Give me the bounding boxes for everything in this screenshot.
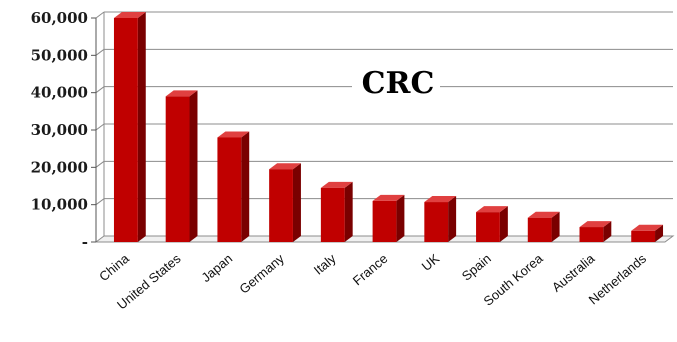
y-tick-label: 50,000	[31, 46, 88, 64]
bar	[165, 90, 198, 243]
bar-front	[113, 18, 138, 242]
chart-title: CRC	[362, 66, 435, 101]
y-tick-label: 60,000	[31, 9, 88, 27]
gridline-depth	[95, 123, 105, 131]
bar	[217, 131, 250, 242]
bar-front	[372, 200, 397, 242]
bar-front	[476, 212, 500, 242]
gridline-depth	[95, 11, 105, 19]
bar-side	[189, 90, 198, 243]
bar-top	[579, 221, 612, 228]
bar-top	[269, 163, 301, 170]
y-axis-ticks: - 10,000 20,000 30,000 40,000 50,000 60,000	[31, 9, 96, 251]
bar	[476, 206, 508, 242]
x-tick-label: Netherlands	[586, 250, 650, 307]
bar-top	[113, 12, 146, 18]
chart-title-group: CRC	[352, 62, 440, 102]
bar-top	[424, 196, 457, 203]
gridlines	[95, 11, 673, 206]
bar-side	[655, 224, 664, 242]
bar-side	[448, 196, 457, 242]
bar	[113, 12, 146, 242]
x-tick-label: China	[96, 250, 132, 284]
bar	[631, 224, 664, 242]
x-tick-label: France	[350, 251, 391, 289]
bar-front	[424, 202, 449, 242]
bar-top	[631, 224, 664, 231]
bar	[372, 194, 405, 242]
bar-top	[217, 131, 250, 138]
x-tick-label: Japan	[198, 251, 235, 285]
bar-side	[603, 221, 612, 242]
y-tick-label: 30,000	[31, 121, 88, 139]
gridline-depth	[95, 48, 105, 56]
gridline-depth	[95, 198, 105, 206]
x-tick-label: Germany	[236, 250, 287, 296]
bar	[579, 221, 612, 242]
y-tick-label: 20,000	[31, 158, 88, 176]
bar-side	[241, 131, 250, 242]
x-tick-label: Italy	[311, 250, 339, 277]
bar-top	[320, 181, 353, 188]
bar	[424, 196, 457, 242]
bar-front	[631, 230, 656, 242]
bar-front	[217, 137, 242, 242]
bar-top	[527, 211, 560, 218]
bar-top	[372, 194, 405, 201]
bar-top	[165, 90, 198, 97]
x-tick-label: Australia	[549, 250, 598, 294]
title-background	[352, 62, 440, 102]
bar-front	[165, 96, 190, 243]
x-tick-label: Spain	[459, 251, 494, 284]
bar-front	[579, 227, 604, 242]
gridline-depth	[95, 86, 105, 94]
bar-front	[320, 187, 345, 242]
y-tick-label: -	[82, 233, 88, 251]
y-tick-label: 10,000	[31, 196, 88, 214]
x-tick-label: UK	[419, 251, 443, 274]
bar-side	[292, 163, 301, 242]
bar-side	[551, 211, 560, 242]
bar-front	[269, 169, 293, 242]
bars	[113, 12, 664, 243]
bar	[527, 211, 560, 242]
bar-top	[476, 206, 508, 213]
bar	[269, 163, 301, 242]
bar	[320, 181, 353, 242]
bar-front	[527, 217, 552, 242]
gridline-depth	[95, 160, 105, 168]
bar-side	[499, 206, 508, 242]
bar-side	[137, 12, 146, 242]
bar-side	[344, 181, 353, 242]
y-tick-label: 40,000	[31, 84, 88, 102]
bar-side	[396, 194, 405, 242]
